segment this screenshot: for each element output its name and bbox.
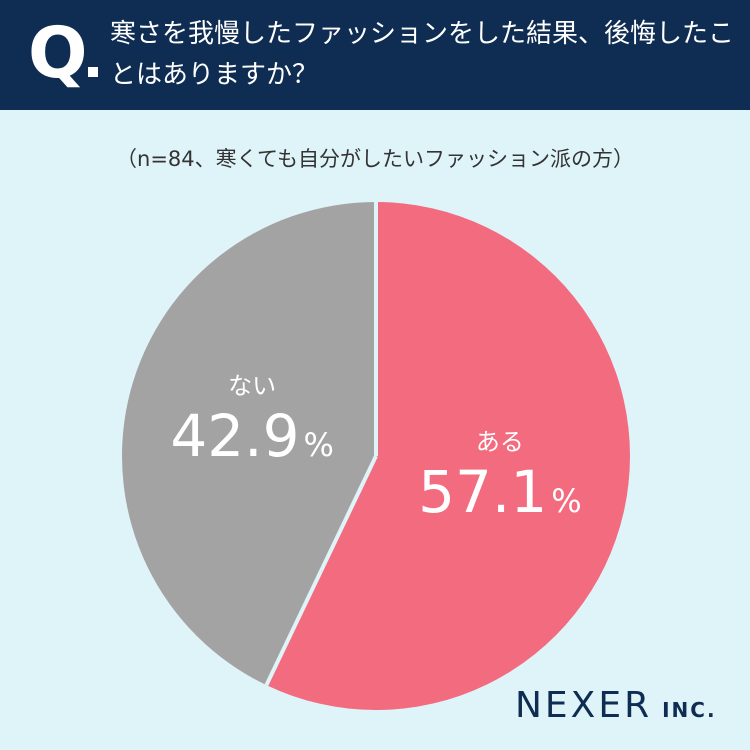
q-dot bbox=[88, 67, 98, 77]
percent-unit: % bbox=[304, 426, 334, 464]
pie-slice-2 bbox=[121, 202, 376, 686]
slice-category-label: ある bbox=[476, 428, 524, 456]
pie-slice-1 bbox=[266, 202, 630, 710]
percent-unit: % bbox=[551, 482, 581, 520]
slice-category-label: ない bbox=[228, 372, 276, 400]
nexer-logo: NEXER INC. bbox=[515, 684, 717, 732]
brand-name: NEXER bbox=[515, 685, 653, 726]
brand-suffix: INC. bbox=[662, 698, 717, 722]
question-text: 寒さを我慢したファッションをした結果、後悔したことはありますか？ bbox=[110, 19, 735, 90]
question-header: Q 寒さを我慢したファッションをした結果、後悔したことはありますか？ bbox=[0, 0, 750, 110]
sample-note: （n=84、寒くても自分がしたいファッション派の方） bbox=[116, 147, 634, 171]
q-mark: Q bbox=[28, 12, 88, 94]
slice-separator bbox=[264, 455, 378, 687]
